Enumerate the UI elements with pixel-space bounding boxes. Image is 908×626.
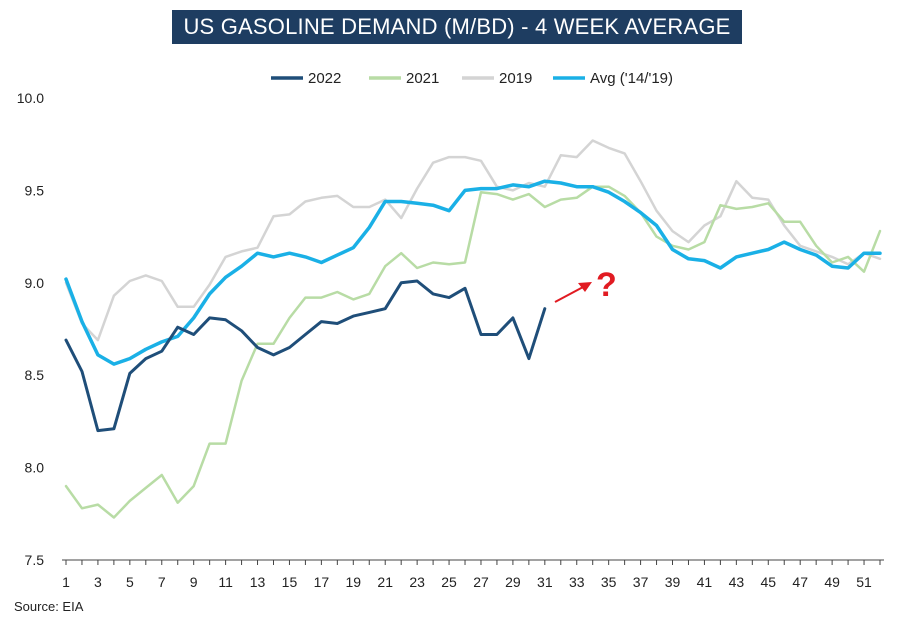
x-tick-label: 47	[792, 574, 808, 590]
x-tick-label: 41	[697, 574, 713, 590]
source-note: Source: EIA	[14, 599, 84, 614]
x-axis: 1 3 5 7 9 11 13 15 17 19 21 23 25 27 29 31 33 35 37 39 41 43 4…	[62, 559, 884, 590]
annotation-question-mark: ?	[596, 266, 617, 304]
x-tick-label: 29	[505, 574, 521, 590]
x-tick-label: 37	[633, 574, 649, 590]
x-tick-label: 51	[856, 574, 872, 590]
chart-title: US GASOLINE DEMAND (M/BD) - 4 WEEK AVERA…	[172, 10, 742, 44]
y-axis: 7.5 8.0 8.5 9.0 9.5 10.0	[17, 90, 44, 568]
legend-label-2019: 2019	[499, 70, 532, 87]
x-tick-label: 17	[314, 574, 330, 590]
x-tick-label: 11	[218, 574, 233, 590]
x-tick-label: 1	[62, 574, 70, 590]
annotation-arrowhead	[578, 282, 592, 292]
y-tick-label: 9.0	[25, 275, 45, 291]
y-tick-label: 7.5	[25, 552, 45, 568]
y-tick-label: 8.0	[25, 460, 45, 476]
legend-label-avg-14-19: Avg ('14/'19)	[590, 70, 673, 87]
x-tick-label: 13	[250, 574, 266, 590]
x-tick-label: 39	[665, 574, 681, 590]
x-tick-label: 49	[824, 574, 840, 590]
x-tick-label: 33	[569, 574, 585, 590]
series-line-2019	[64, 139, 882, 342]
x-tick-label: 5	[126, 574, 134, 590]
y-tick-label: 8.5	[25, 367, 45, 383]
x-tick-label: 3	[94, 574, 102, 590]
x-tick-label: 15	[282, 574, 298, 590]
annotation-arrow	[554, 285, 586, 303]
series-line-2022	[64, 279, 547, 433]
x-tick-label: 7	[158, 574, 166, 590]
series-layer	[64, 139, 882, 519]
x-tick-label: 9	[190, 574, 198, 590]
legend-label-2021: 2021	[406, 70, 439, 87]
legend: 2022 2021 2019 Avg ('14/'19)	[271, 70, 673, 87]
y-tick-label: 9.5	[25, 182, 45, 198]
x-tick-label: 43	[729, 574, 745, 590]
series-line-2021	[64, 185, 882, 519]
x-tick-label: 21	[377, 574, 393, 590]
x-tick-label: 45	[760, 574, 776, 590]
x-tick-label: 31	[537, 574, 553, 590]
y-tick-label: 10.0	[17, 90, 44, 106]
x-tick-label: 27	[473, 574, 489, 590]
x-tick-label: 35	[601, 574, 617, 590]
x-tick-label: 19	[346, 574, 362, 590]
series-line-avg-14-19	[64, 179, 882, 366]
annotation: ?	[554, 266, 617, 304]
x-tick-label: 23	[409, 574, 425, 590]
legend-label-2022: 2022	[308, 70, 341, 87]
x-tick-label: 25	[441, 574, 457, 590]
